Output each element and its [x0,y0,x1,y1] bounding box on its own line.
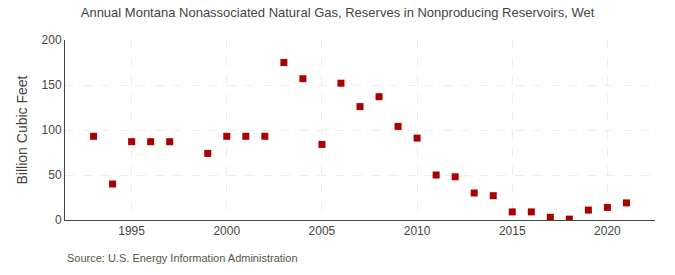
svg-text:2015: 2015 [499,224,526,238]
svg-text:50: 50 [48,168,62,182]
svg-text:200: 200 [42,33,62,47]
svg-text:Annual Montana Nonassociated N: Annual Montana Nonassociated Natural Gas… [81,5,595,20]
svg-text:150: 150 [42,78,62,92]
svg-text:Billion Cubic Feet: Billion Cubic Feet [14,75,30,184]
svg-text:Source: U.S. Energy Informatio: Source: U.S. Energy Information Administ… [67,252,298,264]
svg-text:100: 100 [42,123,62,137]
svg-text:2010: 2010 [404,224,431,238]
svg-text:0: 0 [55,213,62,227]
svg-text:2005: 2005 [309,224,336,238]
svg-text:1995: 1995 [118,224,145,238]
svg-text:2020: 2020 [594,224,621,238]
svg-text:2000: 2000 [213,224,240,238]
